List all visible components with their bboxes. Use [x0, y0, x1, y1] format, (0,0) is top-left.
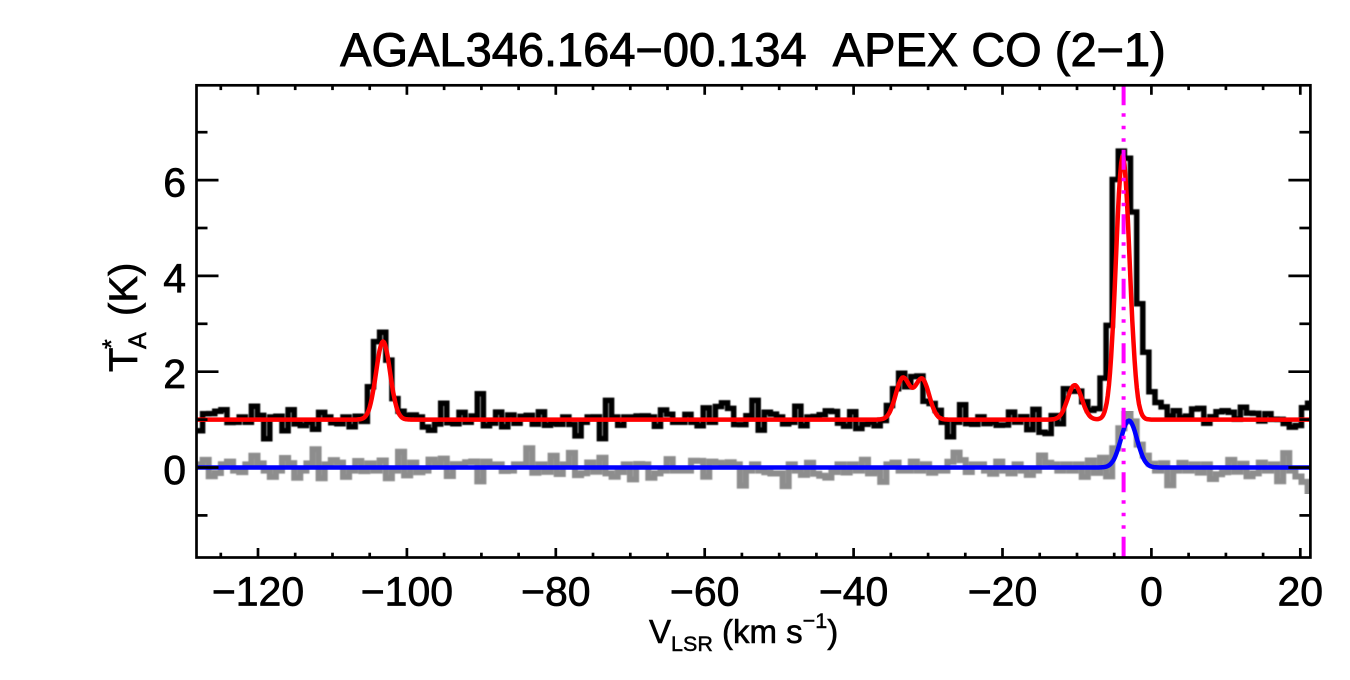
svg-text:A: A: [124, 332, 152, 349]
svg-text:6: 6: [163, 160, 186, 206]
svg-text:2: 2: [163, 351, 186, 397]
svg-text:−120: −120: [212, 569, 304, 615]
svg-text:20: 20: [1277, 569, 1323, 615]
svg-text:−40: −40: [819, 569, 889, 615]
svg-text:AGAL346.164−00.134 APEX CO (2: AGAL346.164−00.134 APEX CO (2−1): [340, 23, 1166, 76]
svg-text:T: T: [102, 348, 146, 372]
svg-text:4: 4: [163, 255, 186, 301]
svg-text:(K): (K): [102, 263, 146, 316]
svg-text:−60: −60: [670, 569, 740, 615]
svg-text:−80: −80: [521, 569, 591, 615]
svg-text:0: 0: [1140, 569, 1163, 615]
svg-text:*: *: [98, 339, 126, 349]
svg-text:−100: −100: [361, 569, 453, 615]
svg-text:0: 0: [163, 447, 186, 493]
svg-text:−20: −20: [968, 569, 1038, 615]
